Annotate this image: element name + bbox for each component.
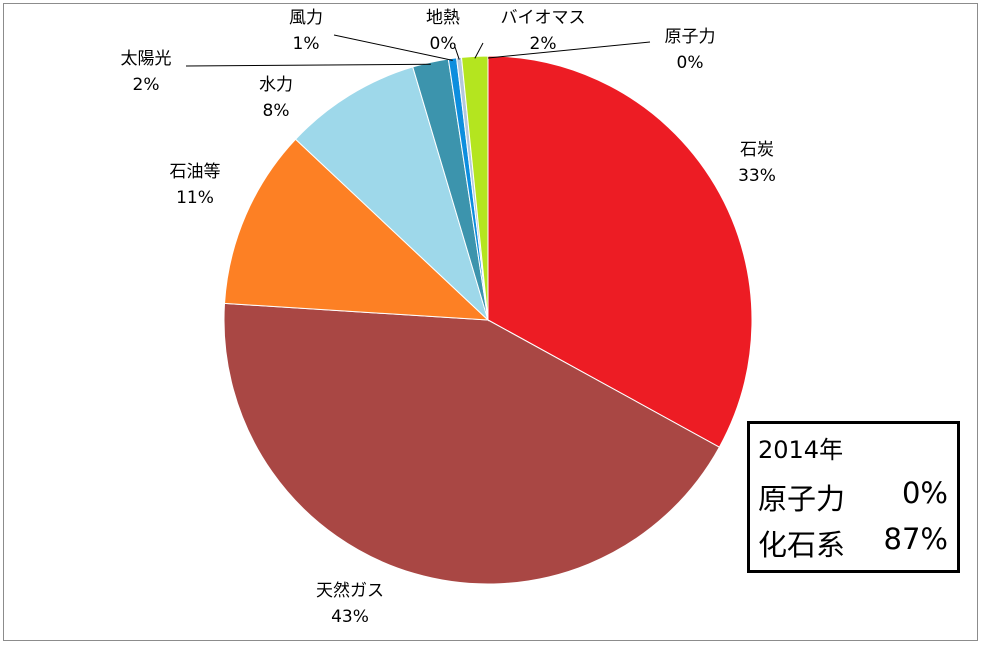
summary-box: 2014年 原子力 0% 化石系 87%	[747, 421, 960, 573]
slice-label-5: 風力	[289, 8, 323, 28]
summary-fossil-row: 化石系 87%	[758, 522, 948, 564]
summary-nuclear-row: 原子力 0%	[758, 476, 948, 518]
summary-nuclear-label: 原子力	[758, 482, 846, 516]
slice-label-8: 原子力	[665, 27, 716, 47]
leader-line-7	[474, 42, 484, 59]
slice-label-4: 太陽光	[121, 49, 172, 69]
leader-line-8	[487, 41, 651, 59]
pie-slice-0	[487, 55, 753, 448]
slice-label-1: 天然ガス	[316, 581, 384, 601]
leader-line-5	[333, 34, 453, 61]
slice-pct-7: 2%	[530, 34, 557, 54]
slice-pct-3: 8%	[263, 101, 290, 121]
slice-pct-5: 1%	[293, 34, 320, 54]
summary-nuclear-value: 0%	[901, 476, 948, 510]
pie-slice-3	[294, 66, 490, 322]
leader-line-6	[454, 46, 460, 60]
summary-year: 2014年	[758, 436, 844, 464]
slice-label-0: 石炭	[740, 140, 774, 160]
slice-pct-4: 2%	[133, 75, 160, 95]
slice-label-3: 水力	[259, 75, 293, 95]
slice-label-2: 石油等	[170, 162, 221, 182]
pie-slice-1	[223, 302, 721, 585]
leader-line-4	[185, 63, 431, 67]
slice-pct-8: 0%	[677, 53, 704, 73]
slice-pct-6: 0%	[430, 34, 457, 54]
pie-slice-2	[223, 138, 490, 321]
summary-fossil-value: 87%	[883, 522, 948, 556]
slice-label-7: バイオマス	[501, 8, 586, 28]
slice-pct-0: 33%	[738, 166, 776, 186]
slice-pct-2: 11%	[176, 188, 214, 208]
summary-fossil-label: 化石系	[758, 528, 846, 562]
slice-pct-1: 43%	[331, 607, 369, 627]
slice-label-6: 地熱	[426, 8, 460, 28]
pie-slice-7	[460, 55, 489, 321]
